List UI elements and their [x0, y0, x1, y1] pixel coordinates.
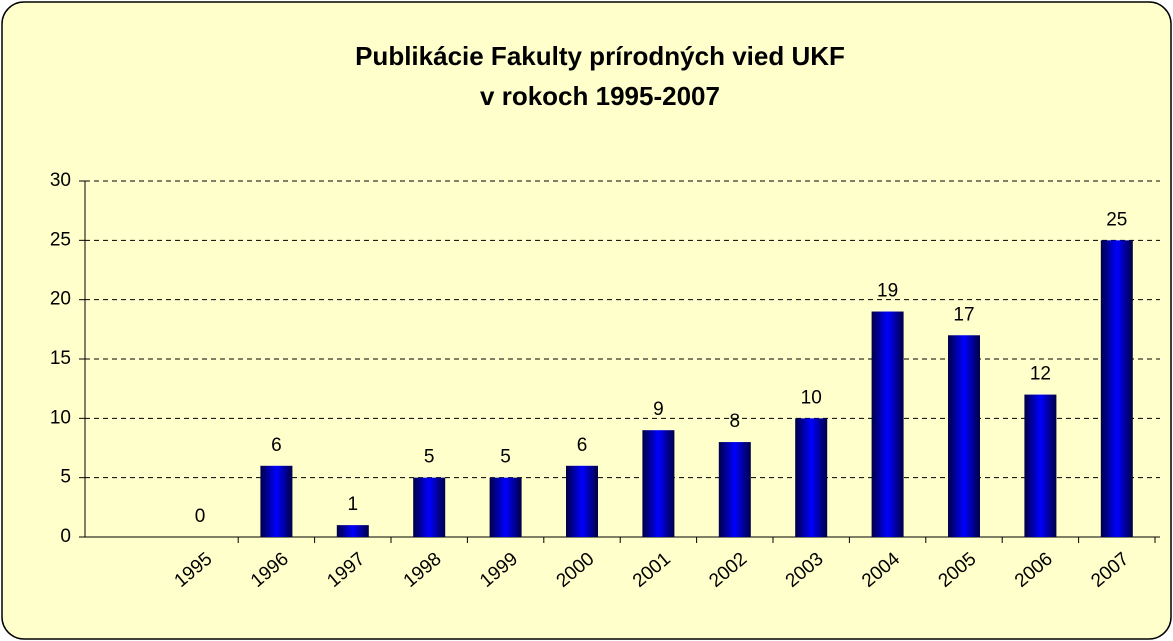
- data-label: 17: [953, 304, 974, 325]
- data-label: 5: [500, 447, 511, 468]
- bar: [489, 477, 522, 537]
- bar: [336, 525, 369, 537]
- data-label: 9: [653, 399, 664, 420]
- bar: [871, 311, 904, 537]
- y-tick-label: 10: [50, 407, 71, 428]
- y-tick-label: 20: [50, 289, 71, 310]
- data-label: 6: [577, 435, 588, 456]
- y-tick-label: 30: [50, 170, 71, 191]
- y-tick-label: 0: [60, 526, 71, 547]
- bar: [795, 418, 828, 537]
- bar: [566, 465, 598, 537]
- data-label: 19: [877, 281, 898, 302]
- data-label: 10: [801, 387, 822, 408]
- y-tick-label: 15: [50, 348, 71, 369]
- data-label: 12: [1030, 364, 1051, 385]
- bar: [413, 477, 446, 537]
- chart-title: Publikácie Fakulty prírodných vied UKF: [355, 41, 845, 71]
- data-label: 6: [271, 435, 282, 456]
- bar: [948, 335, 980, 537]
- data-label: 1: [348, 494, 359, 515]
- y-tick-label: 25: [50, 229, 71, 250]
- bar: [718, 442, 751, 537]
- data-label: 5: [424, 447, 435, 468]
- data-label: 25: [1106, 209, 1127, 230]
- bar: [642, 430, 675, 537]
- bar: [260, 465, 293, 537]
- data-label: 0: [195, 506, 206, 527]
- bar: [1100, 240, 1133, 538]
- y-tick-label: 5: [60, 467, 71, 488]
- bar: [1024, 394, 1057, 537]
- data-label: 8: [730, 411, 741, 432]
- chart-title: v rokoch 1995-2007: [480, 81, 720, 111]
